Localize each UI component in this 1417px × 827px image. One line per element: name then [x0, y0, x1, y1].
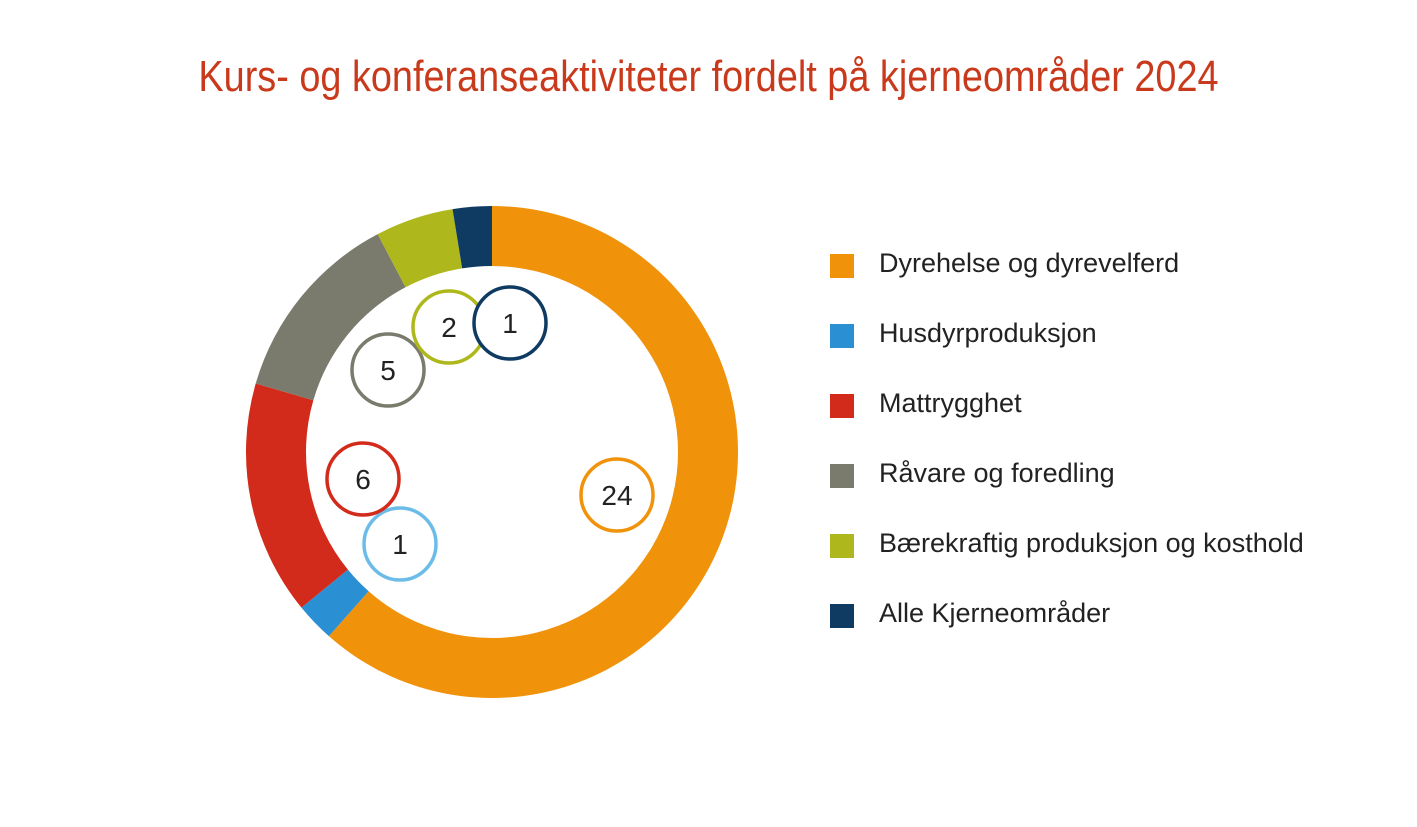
legend-label: Dyrehelse og dyrevelferd: [879, 248, 1180, 278]
donut-slice-1: [301, 569, 369, 637]
value-bubble-ring: [579, 457, 655, 533]
value-bubble-2: 6: [325, 441, 401, 517]
value-bubble-3: 5: [350, 332, 426, 408]
donut-slices: [246, 206, 738, 698]
chart-title: Kurs- og konferanseaktiviteter fordelt p…: [198, 52, 1219, 101]
donut-slice-5: [452, 206, 492, 269]
value-bubbles: 24 1 6 5 2 1: [325, 285, 655, 582]
value-label: 1: [502, 308, 518, 339]
value-bubble-ring: [350, 332, 426, 408]
value-bubble-0: 24: [579, 457, 655, 533]
legend-label: Mattrygghet: [879, 388, 1022, 418]
value-label: 1: [392, 529, 408, 560]
legend-label: Bærekraftig produksjon og kosthold: [879, 528, 1304, 558]
legend-swatch: [830, 254, 854, 278]
legend-label: Råvare og foredling: [879, 458, 1115, 488]
value-label: 6: [355, 464, 371, 495]
legend-label: Alle Kjerneområder: [879, 598, 1111, 628]
value-bubble-ring: [325, 441, 401, 517]
donut-slice-2: [246, 383, 348, 608]
value-bubble-1: 1: [362, 506, 438, 582]
legend-swatch: [830, 464, 854, 488]
legend-label: Husdyrproduksjon: [879, 318, 1097, 348]
legend-swatch: [830, 394, 854, 418]
value-bubble-5: 1: [472, 285, 548, 361]
value-bubble-ring: [472, 285, 548, 361]
value-bubble-ring: [362, 506, 438, 582]
donut-slice-3: [255, 234, 406, 401]
value-label: 5: [380, 355, 396, 386]
legend-swatch: [830, 324, 854, 348]
legend-swatch: [830, 534, 854, 558]
value-label: 24: [601, 480, 632, 511]
donut-slice-0: [328, 206, 738, 698]
legend-swatch: [830, 604, 854, 628]
value-label: 2: [441, 312, 457, 343]
donut-slice-4: [377, 209, 463, 288]
